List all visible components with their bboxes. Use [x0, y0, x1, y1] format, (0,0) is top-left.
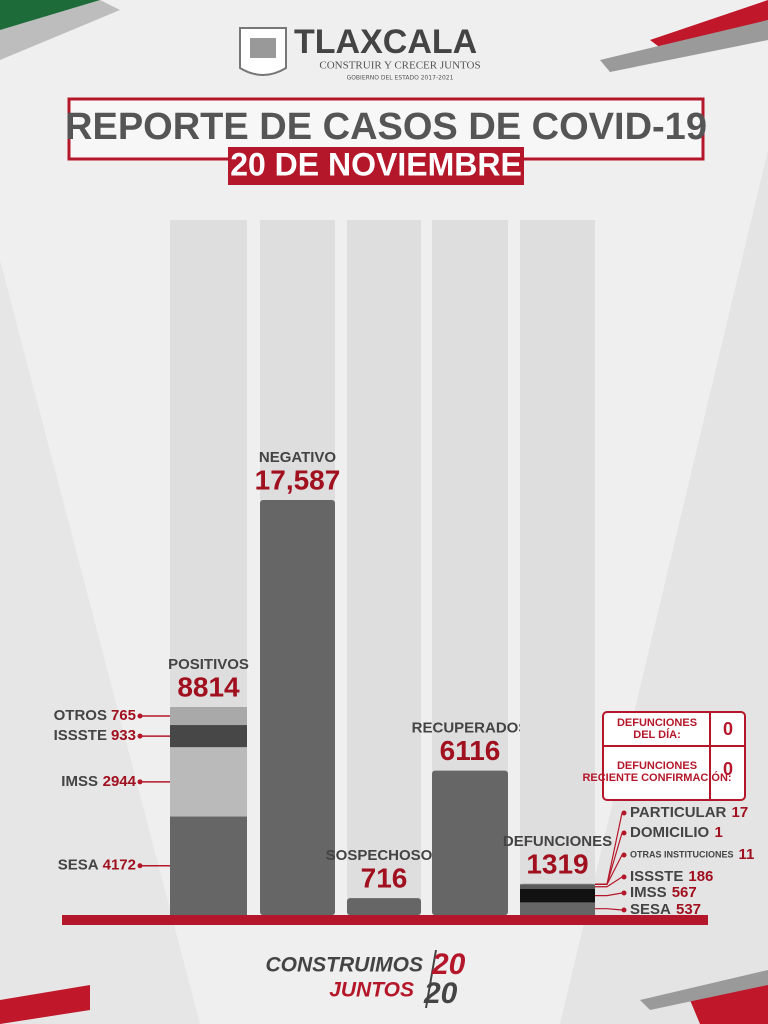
footer-slash — [425, 949, 437, 1009]
segment-name: ISSSTE — [630, 868, 683, 885]
side-label: DEFUNCIONES DEL DÍA: — [617, 717, 697, 741]
bar-segment — [520, 884, 595, 889]
leader-line — [595, 876, 623, 888]
bar-chart: POSITIVOS88144172SESA2944IMSS933ISSSTE76… — [54, 220, 755, 925]
leader-dot — [621, 874, 627, 880]
logo: TLAXCALA CONSTRUIR Y CRECER JUNTOS GOBIE… — [239, 23, 481, 82]
segment-value: 17 — [732, 804, 749, 821]
segment-value: 537 — [676, 901, 701, 918]
bar-segment — [170, 725, 247, 748]
segment-name: DOMICILIO — [630, 824, 709, 841]
bar-track — [347, 220, 421, 915]
leader-dot — [137, 733, 143, 739]
subtitle-box — [228, 147, 524, 185]
title-block: REPORTE DE CASOS DE COVID-19 20 DE NOVIE… — [65, 97, 707, 185]
leader-dot — [621, 852, 627, 858]
category-label: DEFUNCIONES — [503, 833, 612, 850]
value-label: 8814 — [177, 671, 240, 702]
side-value: 0 — [723, 719, 733, 739]
segment-value: 11 — [739, 846, 755, 863]
segment-name: IMSS — [630, 884, 667, 901]
segment-value: 567 — [672, 884, 697, 901]
footer-year2: 20 — [423, 977, 458, 1010]
leader-dot — [137, 779, 143, 785]
segment-value: 1 — [714, 824, 722, 841]
category-label: POSITIVOS — [168, 656, 249, 673]
bar-segment — [520, 888, 595, 903]
segment-name: PARTICULAR — [630, 804, 727, 821]
motto: CONSTRUIR Y CRECER JUNTOS — [319, 60, 480, 72]
bar — [260, 500, 335, 915]
bar — [432, 770, 508, 915]
segment-value: 765 — [111, 707, 136, 724]
bar-track — [520, 220, 595, 915]
segment-value: 4172 — [103, 857, 136, 874]
segment-name: SESA — [630, 901, 671, 918]
side-box: DEFUNCIONES DEL DÍA: 0 DEFUNCIONES RECIENT… — [582, 711, 746, 801]
category-label: NEGATIVO — [259, 449, 337, 466]
bar-segment — [520, 902, 595, 915]
shield-emblem — [250, 38, 276, 58]
leader-dot — [621, 907, 627, 913]
leader-dot — [621, 810, 627, 816]
segment-name: IMSS — [61, 773, 98, 790]
leader-line — [595, 908, 623, 911]
footer-year1: 20 — [431, 948, 466, 981]
government: GOBIERNO DEL ESTADO 2017-2021 — [347, 75, 454, 82]
segment-value: 186 — [688, 868, 713, 885]
value-label: 1319 — [526, 848, 588, 879]
value-label: 17,587 — [255, 464, 341, 495]
leader-dot — [137, 713, 143, 719]
value-label: 6116 — [440, 735, 501, 766]
segment-value: 933 — [111, 727, 136, 744]
leader-dot — [621, 830, 627, 836]
bar-segment — [170, 707, 247, 726]
category-label: RECUPERADOS — [412, 720, 529, 737]
side-value: 0 — [723, 759, 733, 779]
segment-name: OTROS — [54, 707, 107, 724]
segment-name: SESA — [58, 857, 99, 874]
leader-dot — [137, 863, 143, 869]
brand: TLAXCALA — [294, 23, 477, 61]
segment-name: OTRAS INSTITUCIONES — [630, 849, 734, 859]
leader-line — [595, 812, 623, 885]
footer-line2: JUNTOS — [329, 979, 414, 1002]
leader-line — [595, 892, 623, 897]
chart-title: REPORTE DE CASOS DE COVID-19 — [65, 106, 707, 148]
baseline — [62, 915, 708, 925]
bar — [347, 898, 421, 915]
category-label: SOSPECHOSOS — [326, 847, 443, 864]
chart-subtitle: 20 DE NOVIEMBRE — [230, 146, 522, 182]
bar-segment — [170, 816, 247, 915]
value-label: 716 — [361, 862, 408, 893]
footer: CONSTRUIMOS JUNTOS 20 20 — [266, 948, 466, 1010]
segment-value: 2944 — [103, 773, 137, 790]
leader-dot — [621, 890, 627, 896]
side-label: DEFUNCIONES RECIENTE CONFIRMACIÓN: — [582, 760, 731, 784]
bar-segment — [170, 747, 247, 817]
segment-name: ISSSTE — [54, 727, 107, 744]
footer-line1: CONSTRUIMOS — [266, 954, 424, 977]
